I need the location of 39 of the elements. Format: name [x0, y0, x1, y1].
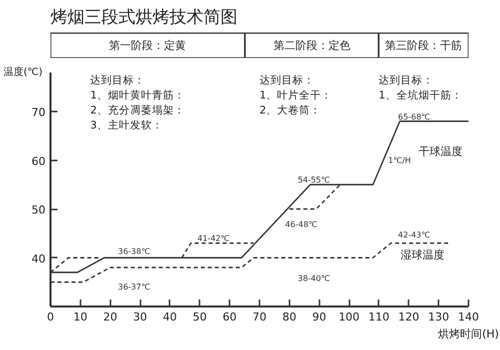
annotation: 36-38℃: [118, 246, 150, 256]
text: 第二阶段：定色: [273, 39, 350, 52]
chart-title: 烤烟三段式烘烤技术简图: [50, 8, 238, 28]
x-tick-label: 140: [458, 310, 479, 324]
x-tick-label: 120: [398, 310, 420, 324]
y-axis-title: 温度(℃): [3, 66, 43, 78]
annotation: 达到目标： 1、烟叶黄叶青筋： 2、充分凋萎塌架： 3、主叶发软：: [90, 74, 185, 132]
annotation: 65-68℃: [398, 112, 430, 122]
x-tick-label: 130: [428, 310, 450, 324]
annotation: 46-48℃: [285, 220, 318, 230]
annotation: 54-55℃: [298, 176, 330, 185]
annotation: 42-43℃: [398, 230, 430, 240]
x-tick-label: 50: [192, 310, 207, 324]
series-label: 湿球温度: [400, 248, 445, 262]
text: 第一阶段：定黄: [109, 39, 186, 52]
text: 干球温度: [418, 144, 462, 158]
x-tick-label: 110: [368, 310, 390, 324]
x-tick-label: 0: [47, 310, 54, 324]
annotation: 达到目标： 1、全坑烟干筋：: [378, 74, 462, 102]
x-tick-label: 40: [162, 310, 177, 324]
annotation: 38-40℃: [298, 274, 330, 283]
y-tick-label: 70: [32, 106, 46, 119]
y-tick-label: 60: [32, 154, 46, 168]
annotation: 41-42℃: [197, 234, 230, 244]
x-tick-label: 20: [103, 310, 118, 324]
x-axis-title: 烘烤时间(H): [438, 328, 499, 340]
x-tick-label: 90: [312, 310, 326, 324]
annotation: 1℃/H: [388, 156, 411, 165]
x-tick-label: 30: [133, 310, 148, 324]
y-tick-label: 50: [32, 204, 46, 216]
x-tick-label: 100: [338, 310, 360, 324]
x-tick-label: 10: [73, 310, 88, 324]
text: 第三阶段：干筋: [385, 39, 462, 52]
annotation: 达到目标： 1、叶片全干： 2、大卷筒：: [260, 74, 332, 116]
x-tick-label: 70: [252, 310, 266, 324]
annotation: 36-37℃: [118, 282, 150, 292]
x-tick-label: 60: [222, 310, 237, 324]
y-tick-label: 40: [32, 252, 46, 266]
x-tick-label: 80: [282, 310, 296, 324]
